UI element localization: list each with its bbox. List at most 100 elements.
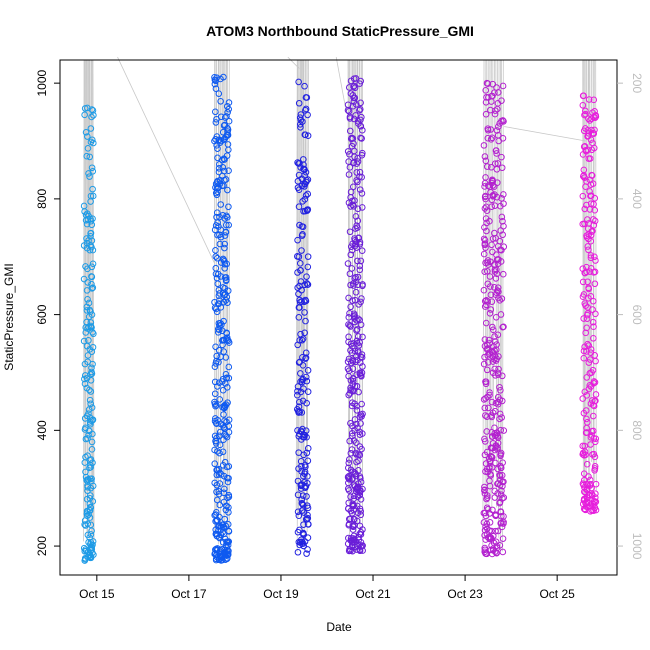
x-tick-label: Oct 25	[539, 587, 575, 601]
data-point	[298, 336, 306, 344]
data-point	[354, 356, 361, 364]
data-point	[585, 359, 593, 366]
data-point	[490, 539, 498, 547]
data-point	[481, 224, 488, 231]
data-point	[221, 244, 228, 252]
data-point	[498, 414, 505, 421]
profile-trace	[595, 59, 597, 491]
data-point	[356, 522, 364, 530]
data-point	[590, 500, 597, 508]
data-point	[352, 288, 360, 296]
data-point	[213, 434, 220, 442]
data-point	[486, 217, 493, 225]
data-point	[482, 110, 490, 118]
data-point	[493, 251, 500, 259]
data-point	[215, 320, 223, 327]
data-point	[480, 509, 488, 517]
data-point	[349, 358, 357, 365]
data-point	[500, 427, 508, 434]
data-point	[491, 494, 499, 501]
data-point	[304, 367, 312, 374]
data-point	[590, 323, 597, 331]
data-point	[302, 317, 309, 325]
data-point	[480, 142, 488, 149]
data-point	[583, 201, 590, 209]
data-point	[86, 396, 94, 404]
data-point	[580, 497, 588, 504]
data-point	[224, 478, 232, 486]
data-point	[584, 482, 592, 489]
data-point	[590, 96, 598, 104]
data-point	[81, 380, 89, 388]
data-point	[295, 203, 303, 211]
data-point	[346, 228, 354, 236]
data-point	[89, 538, 97, 545]
x-tick-label: Oct 17	[171, 587, 207, 601]
data-point	[86, 306, 94, 314]
data-point	[357, 122, 364, 130]
data-point	[591, 438, 599, 446]
data-point	[498, 164, 506, 172]
data-point	[488, 134, 496, 142]
data-point	[495, 288, 502, 296]
data-point	[497, 520, 504, 527]
data-point	[224, 336, 231, 344]
x-tick-label: Oct 19	[263, 587, 299, 601]
data-point	[219, 403, 226, 411]
data-point	[217, 201, 224, 208]
data-point	[88, 280, 95, 288]
data-point	[87, 484, 95, 492]
y2-tick-label: 400	[630, 189, 644, 209]
data-point	[491, 202, 499, 209]
data-point	[211, 398, 218, 406]
data-point	[500, 520, 507, 527]
data-point	[347, 281, 354, 289]
data-point	[220, 136, 227, 144]
data-point	[487, 258, 494, 266]
data-point	[220, 411, 227, 418]
data-point	[486, 391, 493, 399]
data-point	[344, 485, 352, 493]
data-point	[489, 326, 497, 334]
data-point	[221, 156, 228, 163]
data-point	[586, 117, 594, 124]
data-point	[301, 82, 308, 90]
data-point	[224, 128, 231, 135]
data-point	[352, 225, 359, 232]
data-point	[351, 312, 358, 319]
data-point	[486, 183, 494, 191]
data-point	[84, 210, 91, 218]
data-point	[298, 232, 306, 239]
data-point	[223, 502, 230, 510]
data-point	[498, 213, 506, 221]
data-point	[303, 515, 311, 523]
data-point	[358, 351, 366, 358]
data-point	[303, 550, 310, 557]
x-axis: Oct 15 Oct 17 Oct 19 Oct 21 Oct 23 Oct 25	[79, 575, 575, 601]
data-point	[350, 147, 358, 155]
data-point	[499, 117, 507, 124]
data-point	[358, 247, 366, 255]
data-point	[222, 277, 230, 285]
data-point	[350, 282, 357, 289]
data-point	[357, 371, 365, 379]
y2-tick-label: 800	[630, 420, 644, 440]
data-point	[481, 303, 489, 310]
data-point	[482, 157, 490, 165]
data-point	[213, 274, 221, 282]
data-point	[358, 113, 365, 121]
data-point	[587, 349, 595, 356]
data-point	[219, 327, 226, 335]
data-point	[214, 383, 221, 390]
data-point	[304, 546, 311, 553]
data-point	[83, 235, 90, 242]
data-point	[491, 365, 499, 373]
data-point	[346, 150, 353, 158]
data-point	[81, 375, 88, 383]
data-point	[221, 260, 229, 268]
data-point	[89, 185, 96, 193]
data-point	[353, 326, 361, 333]
data-point	[83, 374, 91, 382]
data-point	[215, 490, 223, 498]
data-point	[85, 299, 93, 307]
